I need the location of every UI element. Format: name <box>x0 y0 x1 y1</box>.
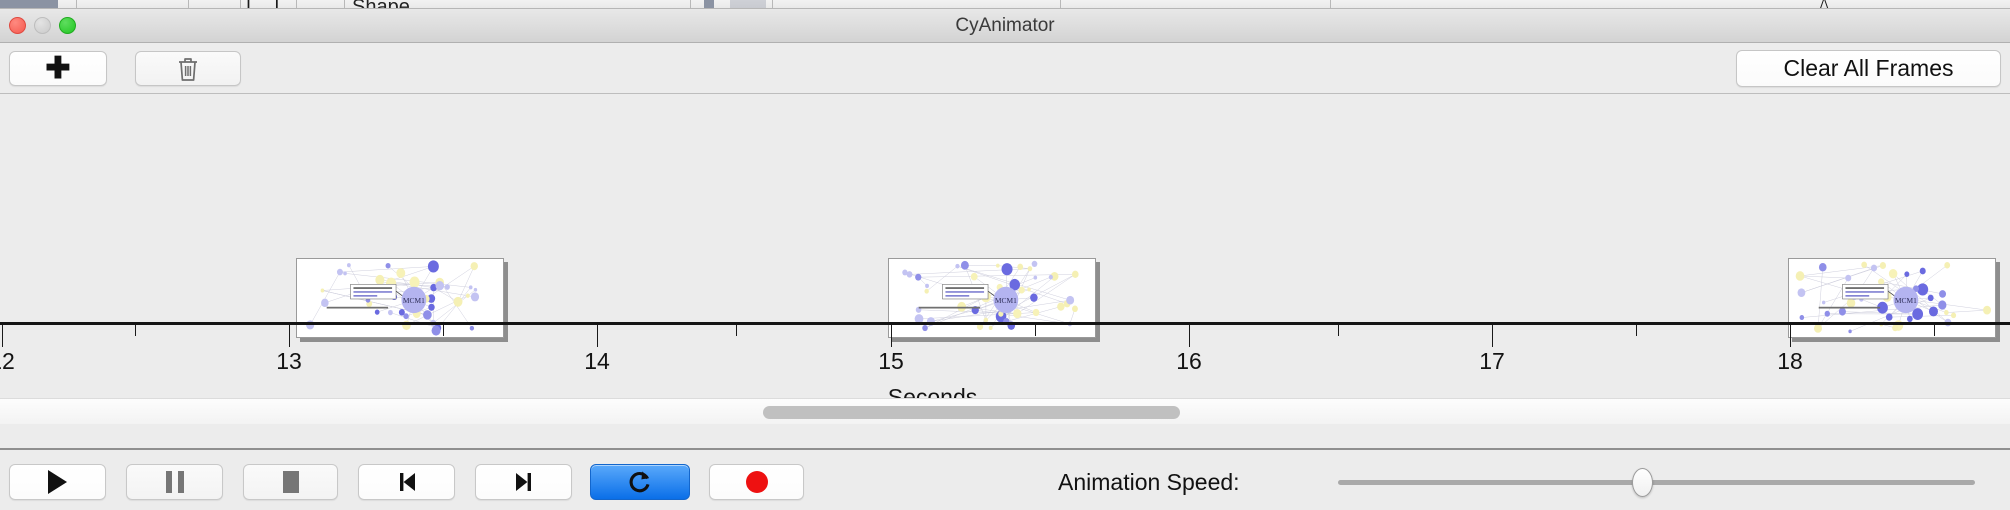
add-frame-button[interactable]: ✚ <box>9 51 107 86</box>
bg-divider <box>772 0 773 14</box>
bg-divider <box>296 0 297 14</box>
ruler-tick <box>135 325 136 336</box>
ruler-baseline <box>0 322 2010 325</box>
animation-speed-slider[interactable] <box>1338 468 1975 497</box>
ruler-tick <box>1189 325 1190 347</box>
pause-icon <box>165 471 184 493</box>
zoom-button[interactable] <box>59 17 76 34</box>
cyanimator-window: CyAnimator ✚ Clear All Frames MCM1 MCM1 MC… <box>0 8 2010 510</box>
ruler-tick <box>1035 325 1036 336</box>
ruler-tick <box>2 325 3 347</box>
bg-divider <box>1060 0 1061 14</box>
bg-divider <box>240 0 241 14</box>
ruler-tick <box>1790 325 1791 347</box>
traffic-light-group <box>9 17 76 34</box>
ruler-tick-label: 18 <box>1777 348 1803 374</box>
bg-divider <box>76 0 77 14</box>
timeline-scrollbar-thumb[interactable] <box>763 406 1180 419</box>
stop-icon <box>282 471 299 493</box>
minimize-button[interactable] <box>34 17 51 34</box>
window-title: CyAnimator <box>955 15 1055 36</box>
plus-icon: ✚ <box>45 51 71 85</box>
ruler-tick-label: 16 <box>1176 348 1202 374</box>
title-bar: CyAnimator <box>0 9 2010 43</box>
bg-glyph: [ <box>246 0 254 14</box>
ruler-tick <box>891 325 892 347</box>
bg-divider <box>690 0 691 14</box>
frames-track[interactable]: MCM1 MCM1 MCM1 <box>0 94 2010 338</box>
close-button[interactable] <box>9 17 26 34</box>
frame-toolbar: ✚ Clear All Frames <box>0 43 2010 94</box>
record-icon <box>745 471 768 493</box>
ruler-tick <box>597 325 598 347</box>
ruler-tick-label: 17 <box>1479 348 1505 374</box>
animation-speed-label: Animation Speed: <box>1058 469 1240 495</box>
bg-mark <box>704 0 714 10</box>
bg-divider <box>1330 0 1331 14</box>
play-button[interactable] <box>9 464 106 500</box>
svg-text:MCM1: MCM1 <box>1895 296 1917 305</box>
timeline-ruler[interactable]: 12 13 14 15 16 17 18 <box>0 322 2010 384</box>
timeline-scrollbar[interactable] <box>0 398 2010 424</box>
ruler-tick-label: 13 <box>276 348 302 374</box>
bg-glyph: ] <box>272 0 280 14</box>
ruler-tick <box>736 325 737 336</box>
clear-all-frames-button[interactable]: Clear All Frames <box>1736 50 2001 87</box>
skip-to-start-button[interactable] <box>358 464 455 500</box>
ruler-tick <box>1492 325 1493 347</box>
ruler-tick-label: 14 <box>584 348 610 374</box>
ruler-tick <box>1636 325 1637 336</box>
ruler-tick <box>1934 325 1935 336</box>
pause-button[interactable] <box>126 464 223 500</box>
svg-text:MCM1: MCM1 <box>995 296 1017 305</box>
svg-text:MCM1: MCM1 <box>403 296 425 305</box>
bg-divider <box>344 0 345 14</box>
ruler-tick-label: 12 <box>0 348 15 374</box>
skip-forward-icon <box>515 473 531 491</box>
play-icon <box>48 470 67 494</box>
ruler-tick-label: 15 <box>878 348 904 374</box>
loop-icon <box>629 471 650 493</box>
trash-icon <box>179 57 197 81</box>
bg-divider <box>188 0 189 14</box>
playback-control-bar: Animation Speed: <box>0 448 2010 510</box>
animation-speed-slider-thumb[interactable] <box>1632 468 1653 497</box>
ruler-tick <box>289 325 290 347</box>
ruler-tick <box>443 325 444 336</box>
delete-frame-button[interactable] <box>135 51 241 86</box>
stop-button[interactable] <box>243 464 338 500</box>
ruler-tick <box>1338 325 1339 336</box>
loop-button[interactable] <box>590 464 690 500</box>
skip-to-end-button[interactable] <box>475 464 572 500</box>
record-button[interactable] <box>709 464 804 500</box>
skip-back-icon <box>399 473 415 491</box>
